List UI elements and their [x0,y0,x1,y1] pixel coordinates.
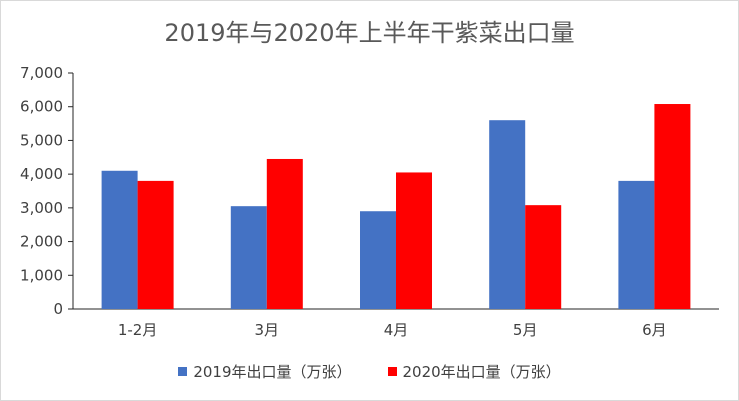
bar-2020-1 [266,158,303,309]
x-tick-label: 4月 [384,321,409,339]
legend-swatch-2019 [178,367,188,376]
bar-2019-0 [101,170,138,309]
bar-2019-3 [489,120,526,309]
y-tick-label: 4,000 [20,165,63,183]
x-tick-label: 5月 [513,321,538,339]
legend-label-2020: 2020年出口量（万张） [402,363,561,381]
y-tick-label: 2,000 [20,233,63,251]
legend: 2019年出口量（万张） 2020年出口量（万张） [1,361,738,382]
bar-2019-4 [618,180,655,309]
y-tick-label: 6,000 [20,98,63,116]
x-tick-label: 1-2月 [118,321,158,339]
chart-title: 2019年与2020年上半年干紫菜出口量 [164,19,575,47]
y-tick-label: 1,000 [20,266,63,284]
x-tick-label: 3月 [255,321,280,339]
y-tick-label: 3,000 [20,199,63,217]
legend-label-2019: 2019年出口量（万张） [193,363,352,381]
bar-2020-3 [525,205,562,309]
legend-swatch-2020 [387,367,397,376]
bar-2019-2 [360,211,396,309]
y-tick-label: 7,000 [20,64,63,82]
y-tick-label: 5,000 [20,131,63,149]
bar-2020-0 [137,180,174,309]
legend-item-2020: 2020年出口量（万张） [387,361,561,382]
y-tick-label: 0 [53,300,63,318]
bar-2020-2 [396,172,432,309]
x-tick-label: 6月 [642,321,667,339]
bar-2020-4 [654,104,691,309]
legend-item-2019: 2019年出口量（万张） [178,361,352,382]
bar-2019-1 [230,206,267,309]
